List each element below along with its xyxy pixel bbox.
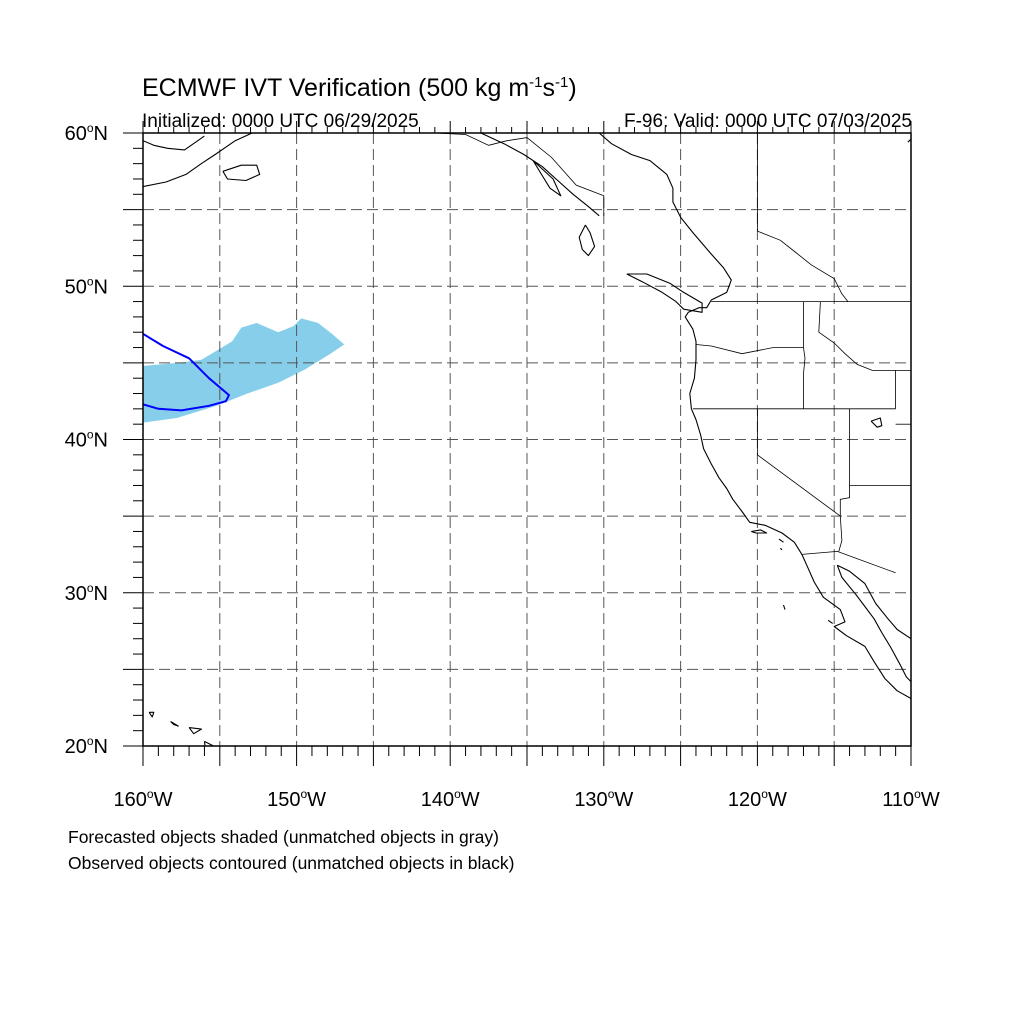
political-boundary (695, 344, 804, 355)
lat-tick-label-value: 20 (65, 736, 87, 758)
coastline (778, 538, 784, 543)
forecast-object-shaded (143, 318, 345, 423)
lat-tick-label: 30oN (65, 581, 108, 605)
lon-tick-label-hemisphere: W (768, 789, 787, 811)
observed-object-layer (143, 332, 230, 412)
lon-tick-label-hemisphere: W (921, 789, 940, 811)
degree-symbol: o (454, 787, 461, 801)
coastline (480, 133, 600, 217)
lat-tick-label-hemisphere: N (94, 583, 108, 605)
degree-symbol: o (147, 787, 154, 801)
degree-symbol: o (608, 787, 615, 801)
observed-object-contour (143, 332, 230, 412)
lon-tick-label-value: 130 (574, 789, 607, 811)
axis-label-layer: 160oW 150oW 140oW 130oW 120oW 110oW60oN50oN40… (65, 121, 940, 811)
degree-symbol: o (87, 581, 94, 595)
title-exponent: -1 (529, 74, 543, 91)
degree-symbol: o (914, 787, 921, 801)
coastline (578, 224, 596, 257)
political-boundary (838, 408, 850, 552)
coastline (148, 711, 155, 718)
initialized-label: Initialized: 0000 UTC 06/29/2025 (142, 111, 419, 132)
lat-tick-label-value: 40 (65, 430, 87, 452)
lat-tick-label-hemisphere: N (94, 276, 108, 298)
coastline (780, 547, 783, 551)
political-boundary (801, 550, 896, 574)
lat-tick-label-hemisphere: N (94, 123, 108, 145)
lon-tick-label: 130oW (574, 787, 633, 811)
coastline (143, 135, 205, 151)
political-boundary (803, 301, 806, 409)
degree-symbol: o (87, 121, 94, 135)
lon-tick-label: 140oW (421, 787, 480, 811)
lon-tick-label-value: 150 (267, 789, 300, 811)
lat-tick-label: 40oN (65, 428, 108, 452)
lon-tick-label: 110oW (882, 787, 940, 811)
lon-tick-label-value: 140 (421, 789, 454, 811)
lat-tick-label-value: 50 (65, 276, 87, 298)
coastline (170, 721, 179, 727)
title-text-unit: s (542, 74, 556, 102)
political-boundary (818, 301, 896, 371)
lon-tick-label-value: 120 (728, 789, 761, 811)
lon-tick-label-value: 160 (114, 789, 147, 811)
degree-symbol: o (87, 734, 94, 748)
lon-tick-label-hemisphere: W (461, 789, 480, 811)
coastline (837, 564, 911, 640)
coastline (188, 727, 202, 735)
observed-caption: Observed objects contoured (unmatched ob… (68, 853, 515, 873)
chart-title: ECMWF IVT Verification (500 kg m-1s-1) (142, 72, 577, 104)
lat-tick-label-hemisphere: N (94, 736, 108, 758)
degree-symbol: o (87, 428, 94, 442)
forecast-object-layer (143, 318, 345, 423)
lon-tick-label: 120oW (728, 787, 787, 811)
coastline (222, 164, 261, 182)
title-close: ) (568, 74, 577, 102)
title-text: ECMWF IVT Verification (500 kg m (142, 74, 530, 102)
lat-tick-label-value: 60 (65, 123, 87, 145)
lat-tick-label: 50oN (65, 274, 108, 298)
coastline (143, 133, 253, 188)
lat-tick-label-value: 30 (65, 583, 87, 605)
political-boundary (895, 370, 911, 409)
grid-layer (143, 133, 911, 746)
coastline (598, 133, 911, 699)
coastline-layer (143, 133, 911, 746)
political-boundary (434, 133, 605, 216)
lon-tick-label: 150oW (267, 787, 326, 811)
coastline (782, 604, 786, 610)
coastline (626, 273, 703, 313)
degree-symbol: o (761, 787, 768, 801)
degree-symbol: o (300, 787, 307, 801)
coastline (870, 417, 883, 428)
coastline (532, 160, 562, 197)
lat-tick-label: 20oN (65, 734, 108, 758)
political-boundary (757, 408, 841, 517)
coastline (751, 529, 768, 534)
coastline (836, 565, 911, 682)
lat-tick-label-hemisphere: N (94, 430, 108, 452)
political-boundary (757, 230, 849, 302)
coastline (827, 619, 834, 624)
lon-tick-label-hemisphere: W (154, 789, 173, 811)
tick-layer (123, 121, 912, 766)
valid-label: F-96: Valid: 0000 UTC 07/03/2025 (624, 111, 912, 132)
lat-tick-label: 60oN (65, 121, 108, 145)
title-exponent-2: -1 (555, 74, 569, 91)
lon-tick-label-hemisphere: W (614, 789, 633, 811)
forecast-caption: Forecasted objects shaded (unmatched obj… (68, 827, 499, 847)
lon-tick-label: 160oW (114, 787, 173, 811)
lon-tick-label-hemisphere: W (307, 789, 326, 811)
lon-tick-label-value: 110 (882, 789, 914, 811)
degree-symbol: o (87, 274, 94, 288)
